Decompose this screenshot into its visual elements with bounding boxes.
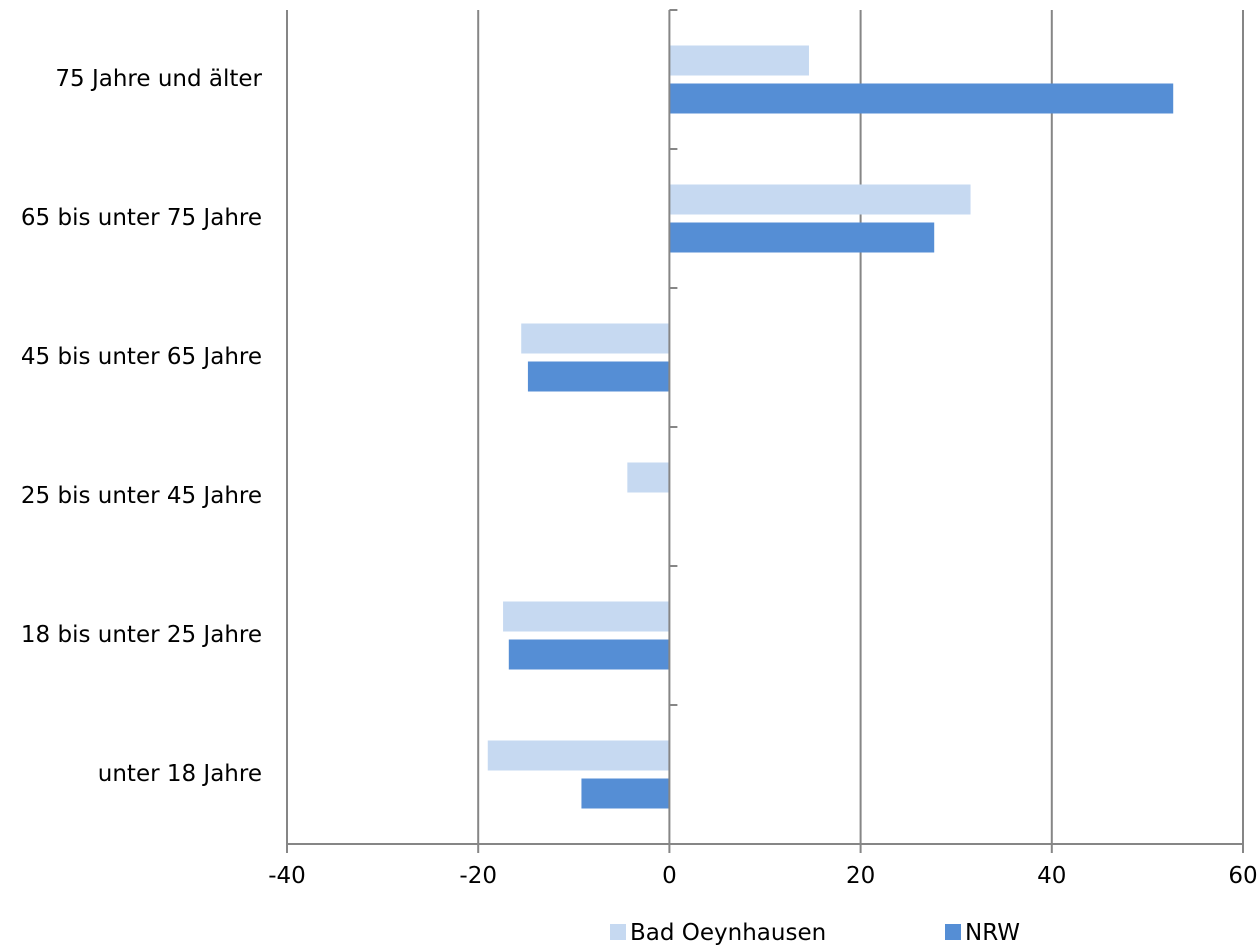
bars bbox=[487, 45, 1174, 809]
x-tick-label-40: -40 bbox=[268, 863, 306, 889]
tick-labels: -40 -20 0 20 40 60 bbox=[268, 863, 1257, 889]
legend-label-nrw: NRW bbox=[965, 920, 1020, 946]
x-tick-label-20: -20 bbox=[459, 863, 497, 889]
bar-nrw-65-bis-unter-75-jahre bbox=[669, 222, 935, 253]
legend-swatch-bad-oeynhausen bbox=[610, 924, 626, 940]
x-tick-label-60: 60 bbox=[1228, 863, 1257, 889]
category-label-75-jahre-und-älter: 75 Jahre und älter bbox=[55, 66, 262, 92]
axes bbox=[286, 9, 1244, 853]
bar-bad-oeynhausen-25-bis-unter-45-jahre bbox=[627, 462, 670, 493]
category-label-45-bis-unter-65-jahre: 45 bis unter 65 Jahre bbox=[21, 344, 262, 370]
category-label-unter-18-jahre: unter 18 Jahre bbox=[98, 761, 262, 787]
bar-bad-oeynhausen-unter-18-jahre bbox=[487, 740, 670, 771]
x-tick-label-40: 40 bbox=[1037, 863, 1066, 889]
category-labels: unter 18 Jahre 18 bis unter 25 Jahre 25 bi… bbox=[21, 66, 263, 787]
bar-bad-oeynhausen-45-bis-unter-65-jahre bbox=[521, 323, 670, 354]
gridlines bbox=[286, 10, 1244, 844]
category-label-25-bis-unter-45-jahre: 25 bis unter 45 Jahre bbox=[21, 483, 262, 509]
bar-bad-oeynhausen-18-bis-unter-25-jahre bbox=[503, 601, 670, 632]
legend-swatch-nrw bbox=[945, 924, 961, 940]
bar-nrw-45-bis-unter-65-jahre bbox=[527, 361, 670, 392]
bar-nrw-unter-18-jahre bbox=[581, 778, 670, 809]
bar-bad-oeynhausen-75-jahre-und-älter bbox=[669, 45, 809, 76]
bar-nrw-18-bis-unter-25-jahre bbox=[508, 639, 670, 670]
category-label-65-bis-unter-75-jahre: 65 bis unter 75 Jahre bbox=[21, 205, 262, 231]
x-tick-label-0: 0 bbox=[662, 863, 677, 889]
bar-nrw-75-jahre-und-älter bbox=[669, 83, 1174, 114]
x-tick-label-20: 20 bbox=[846, 863, 875, 889]
legend: Bad Oeynhausen NRW bbox=[610, 920, 1020, 946]
legend-label-bad-oeynhausen: Bad Oeynhausen bbox=[630, 920, 826, 946]
category-label-18-bis-unter-25-jahre: 18 bis unter 25 Jahre bbox=[21, 622, 262, 648]
bar-bad-oeynhausen-65-bis-unter-75-jahre bbox=[669, 184, 971, 215]
